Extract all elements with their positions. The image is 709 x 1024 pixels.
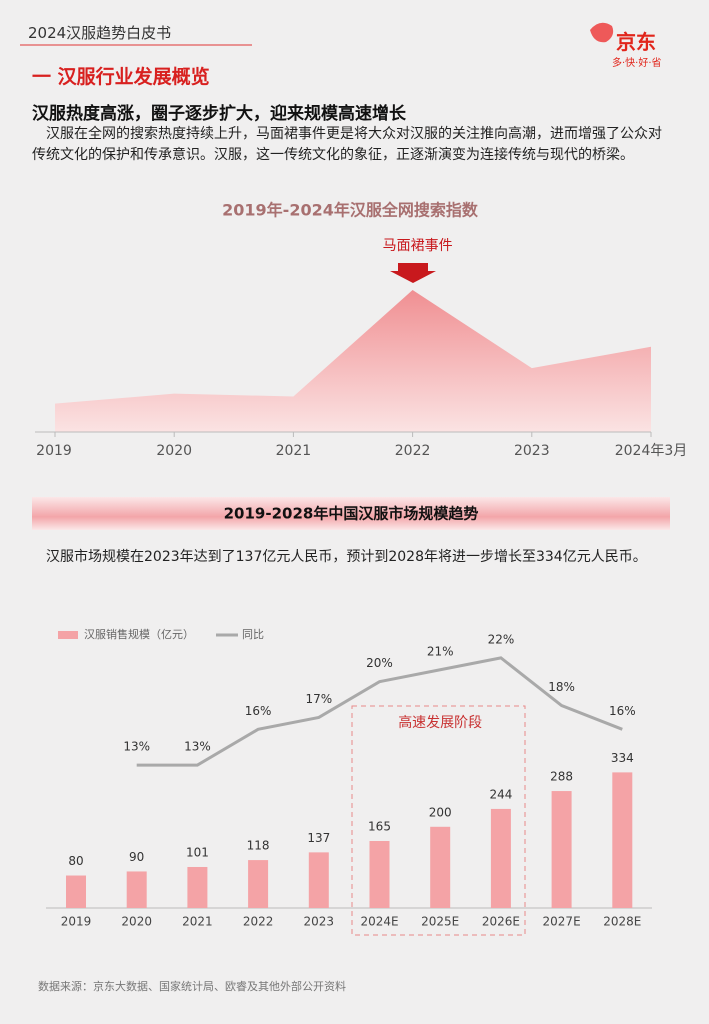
x-tick-label: 2028E: [603, 915, 641, 929]
x-tick-label: 2024E: [360, 915, 398, 929]
annotation: 马面裙事件: [383, 238, 453, 254]
line-label: 21%: [427, 644, 454, 658]
x-tick-label: 2019: [36, 443, 72, 459]
x-tick-label: 2025E: [421, 915, 459, 929]
section-title: 一 汉服行业发展概览: [32, 66, 210, 88]
bar: [430, 826, 451, 908]
line-label: 16%: [245, 704, 272, 718]
line-label: 13%: [123, 740, 150, 754]
header-title: 2024汉服趋势白皮书: [28, 24, 172, 42]
chart-title: 2019年-2024年汉服全网搜索指数: [222, 201, 479, 220]
bar: [490, 808, 511, 908]
x-tick-label: 2026E: [482, 915, 520, 929]
legend-label: 同比: [242, 628, 264, 641]
bar: [369, 841, 390, 908]
chart-title: 2019-2028年中国汉服市场规模趋势: [224, 505, 479, 523]
logo-icon: [590, 22, 614, 43]
bar-label: 165: [368, 820, 391, 834]
x-tick-label: 2024年3月: [615, 443, 688, 459]
line: [136, 656, 623, 767]
bar: [612, 772, 633, 908]
annotation: 高速发展阶段: [398, 714, 482, 731]
line-label: 17%: [305, 692, 332, 706]
section-subtitle: 汉服热度高涨，圈子逐步扩大，迎来规模高速增长: [32, 104, 406, 124]
x-tick-label: 2022: [395, 443, 431, 459]
highlight-box: [351, 705, 526, 936]
legend-label: 汉服销售规模（亿元）: [84, 627, 194, 641]
bar-label: 244: [489, 787, 512, 801]
paragraph: 汉服在全网的搜索热度持续上升，马面裙事件更是将大众对汉服的关注推向高潮，进而增强…: [32, 126, 662, 163]
x-tick-label: 2023: [304, 915, 335, 929]
bar: [248, 860, 269, 908]
bar-label: 200: [429, 805, 452, 819]
bar-label: 90: [129, 850, 144, 864]
bar-label: 288: [550, 770, 573, 784]
x-tick-label: 2021: [182, 915, 213, 929]
line-label: 18%: [548, 680, 575, 694]
bar-label: 137: [307, 831, 330, 845]
bar-label: 80: [68, 854, 83, 868]
x-tick-label: 2019: [61, 915, 92, 929]
x-tick-label: 2020: [121, 915, 152, 929]
bar: [308, 852, 329, 908]
logo: 京东: [616, 30, 656, 54]
line-label: 16%: [609, 704, 636, 718]
x-tick-label: 2027E: [543, 915, 581, 929]
bar-label: 334: [611, 751, 634, 765]
line-label: 20%: [366, 656, 393, 670]
x-tick-label: 2020: [156, 443, 192, 459]
slogan: 多·快·好·省: [612, 58, 662, 69]
line-label: 13%: [184, 740, 211, 754]
x-tick-label: 2023: [514, 443, 550, 459]
annotation-arrow: [390, 263, 436, 283]
bar: [66, 875, 86, 908]
bar: [126, 871, 147, 908]
bar: [551, 791, 572, 908]
x-tick-label: 2022: [243, 915, 274, 929]
bar-label: 101: [186, 845, 209, 859]
paragraph: 汉服市场规模在2023年达到了137亿元人民币，预计到2028年将进一步增长至3…: [46, 549, 647, 565]
bar: [187, 866, 208, 908]
area: [55, 290, 651, 432]
line-label: 22%: [488, 632, 515, 646]
chart-banner: [32, 497, 670, 530]
legend-swatch: [58, 631, 78, 639]
source-note: 数据来源：京东大数据、国家统计局、欧睿及其他外部公开资料: [38, 980, 346, 993]
bar-label: 118: [247, 839, 270, 853]
x-tick-label: 2021: [276, 443, 312, 459]
